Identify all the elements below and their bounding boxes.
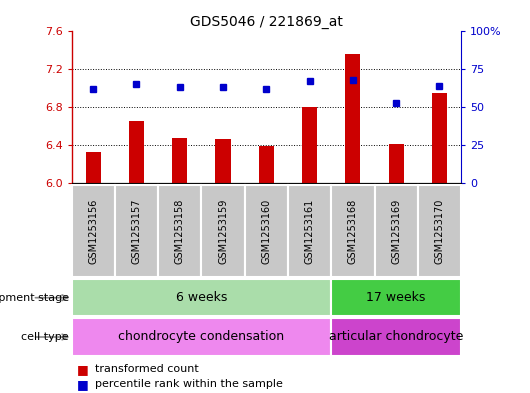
Text: GSM1253168: GSM1253168 <box>348 198 358 264</box>
Bar <box>245 185 288 277</box>
Bar <box>331 185 375 277</box>
Text: GSM1253160: GSM1253160 <box>261 198 271 264</box>
Bar <box>432 93 447 183</box>
Text: ■: ■ <box>77 378 89 391</box>
Bar <box>129 121 144 183</box>
Text: chondrocyte condensation: chondrocyte condensation <box>118 331 285 343</box>
Bar <box>331 318 461 356</box>
Text: GSM1253159: GSM1253159 <box>218 198 228 264</box>
Text: GSM1253156: GSM1253156 <box>88 198 98 264</box>
Bar <box>259 146 274 183</box>
Bar <box>72 279 331 316</box>
Text: percentile rank within the sample: percentile rank within the sample <box>95 379 283 389</box>
Text: cell type: cell type <box>21 332 69 342</box>
Title: GDS5046 / 221869_at: GDS5046 / 221869_at <box>190 15 343 29</box>
Bar <box>346 54 360 183</box>
Bar <box>375 185 418 277</box>
Text: development stage: development stage <box>0 293 69 303</box>
Bar <box>288 185 331 277</box>
Bar <box>388 144 404 183</box>
Bar <box>201 185 245 277</box>
Text: GSM1253157: GSM1253157 <box>131 198 142 264</box>
Text: GSM1253169: GSM1253169 <box>391 198 401 264</box>
Text: 17 weeks: 17 weeks <box>366 291 426 304</box>
Bar <box>216 139 231 183</box>
Bar <box>86 152 101 183</box>
Bar <box>72 185 115 277</box>
Text: transformed count: transformed count <box>95 364 199 375</box>
Text: ■: ■ <box>77 363 89 376</box>
Bar <box>172 138 187 183</box>
Text: 6 weeks: 6 weeks <box>176 291 227 304</box>
Text: GSM1253161: GSM1253161 <box>305 198 315 264</box>
Bar <box>418 185 461 277</box>
Text: GSM1253158: GSM1253158 <box>175 198 185 264</box>
Bar <box>158 185 201 277</box>
Text: articular chondrocyte: articular chondrocyte <box>329 331 463 343</box>
Bar <box>72 318 331 356</box>
Text: GSM1253170: GSM1253170 <box>435 198 445 264</box>
Bar <box>302 107 317 183</box>
Bar <box>331 279 461 316</box>
Bar <box>115 185 158 277</box>
